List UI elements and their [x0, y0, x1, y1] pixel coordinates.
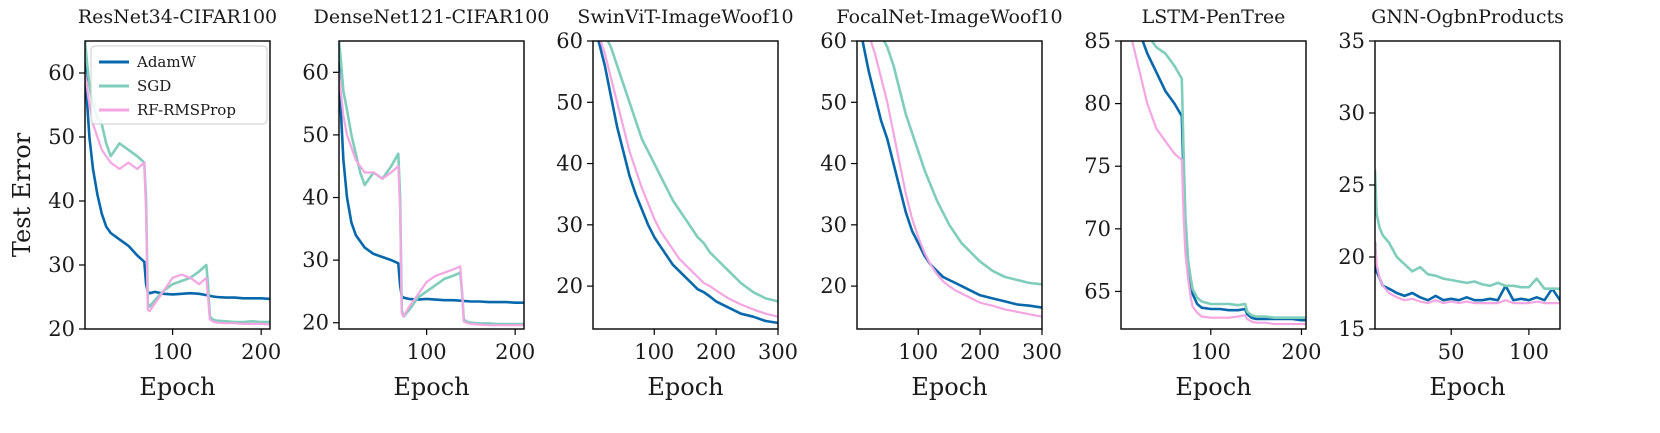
legend-label: SGD	[137, 77, 171, 95]
y-tick-label: 30	[1338, 101, 1365, 125]
y-tick-label: 15	[1338, 317, 1365, 341]
x-axis-label: Epoch	[1175, 373, 1251, 401]
series-line-adamw	[597, 41, 778, 325]
x-tick-label: 100	[153, 340, 193, 364]
panel-5: LSTM-PenTree 65 70 75 80 85 100 200 Epoch	[1084, 6, 1321, 401]
x-tick-label: 200	[960, 340, 1000, 364]
x-tick-label: 200	[241, 340, 281, 364]
panel-title: LSTM-PenTree	[1142, 6, 1286, 28]
legend-label: RF-RMSProp	[137, 101, 236, 119]
x-tick-label: 100	[634, 340, 674, 364]
plot-frame	[1120, 40, 1307, 330]
plot-frame	[84, 40, 271, 330]
panel-title: SwinViT-ImageWoof10	[577, 6, 793, 28]
y-tick-label: 60	[48, 61, 75, 85]
legend: AdamW SGD RF-RMSProp	[90, 45, 268, 125]
plot-frame	[856, 40, 1043, 330]
y-tick-label: 50	[48, 125, 75, 149]
y-tick-label: 60	[302, 60, 329, 84]
legend-box	[90, 45, 268, 125]
series-line-adamw	[339, 58, 524, 304]
x-axis-label: Epoch	[139, 373, 215, 401]
x-tick-label: 200	[495, 340, 535, 364]
panel-2: DenseNet121-CIFAR100 20 30 40 50 60 100 200 Epoc…	[302, 6, 549, 401]
plot-frame	[1374, 40, 1561, 330]
panel-title: FocalNet-ImageWoof10	[836, 6, 1062, 28]
panel-title: DenseNet121-CIFAR100	[314, 6, 550, 28]
x-tick-label: 100	[1191, 340, 1231, 364]
series-line-rf-rmsprop	[1131, 41, 1306, 326]
x-axis-label: Epoch	[911, 373, 987, 401]
panel-title: ResNet34-CIFAR100	[78, 6, 277, 28]
series-line-sgd	[606, 41, 778, 303]
y-tick-label: 20	[820, 274, 847, 298]
y-tick-label: 70	[1084, 217, 1111, 241]
panel-3: SwinViT-ImageWoof10 20 30 40 50 60 100 200 300 Ep…	[556, 6, 798, 401]
x-axis-label: Epoch	[393, 373, 469, 401]
x-axis-label: Epoch	[647, 373, 723, 401]
plot-frame	[592, 40, 779, 330]
y-tick-label: 50	[556, 90, 583, 114]
y-tick-label: 20	[302, 311, 329, 335]
y-tick-label: 35	[1338, 29, 1365, 53]
x-tick-label: 200	[696, 340, 736, 364]
panel-title: GNN-OgbnProducts	[1371, 6, 1564, 28]
x-tick-label: 300	[758, 340, 798, 364]
x-tick-label: 100	[898, 340, 938, 364]
x-tick-label: 200	[1281, 340, 1321, 364]
series-line-sgd	[882, 41, 1042, 286]
y-tick-label: 25	[1338, 173, 1365, 197]
y-tick-label: 60	[820, 29, 847, 53]
series-line-rf-rmsprop	[339, 71, 524, 327]
y-tick-label: 65	[1084, 279, 1111, 303]
series-line-sgd	[1375, 169, 1560, 290]
y-tick-label: 20	[556, 274, 583, 298]
y-tick-label: 20	[1338, 245, 1365, 269]
y-tick-label: 40	[820, 152, 847, 176]
y-tick-label: 30	[302, 248, 329, 272]
y-tick-label: 60	[556, 29, 583, 53]
series-line-sgd	[1150, 41, 1306, 319]
legend-label: AdamW	[136, 53, 197, 71]
panel-1: ResNet34-CIFAR100 20 30 40 50 60 100 200 Epoch	[48, 6, 281, 401]
y-axis-label: Test Error	[8, 132, 36, 257]
series-line-adamw	[85, 41, 270, 301]
y-tick-label: 75	[1084, 154, 1111, 178]
x-tick-label: 100	[407, 340, 447, 364]
y-tick-label: 85	[1084, 29, 1111, 53]
y-tick-label: 40	[302, 186, 329, 210]
x-tick-label: 300	[1022, 340, 1062, 364]
y-tick-label: 50	[302, 123, 329, 147]
y-tick-label: 50	[820, 90, 847, 114]
series-line-rf-rmsprop	[85, 71, 270, 326]
y-tick-label: 40	[48, 189, 75, 213]
x-tick-label: 100	[1509, 340, 1549, 364]
x-tick-label: 50	[1438, 340, 1465, 364]
y-tick-label: 80	[1084, 92, 1111, 116]
series-line-rf-rmsprop	[1375, 241, 1560, 305]
series-line-sgd	[339, 41, 524, 326]
x-axis-label: Epoch	[1429, 373, 1505, 401]
y-tick-label: 40	[556, 152, 583, 176]
series-line-adamw	[1141, 41, 1306, 322]
y-tick-label: 30	[48, 253, 75, 277]
y-tick-label: 30	[556, 213, 583, 237]
plot-frame	[338, 40, 525, 330]
series-line-adamw	[1375, 241, 1560, 302]
y-tick-label: 20	[48, 317, 75, 341]
y-tick-label: 30	[820, 213, 847, 237]
series-line-rf-rmsprop	[599, 41, 778, 318]
panel-4: FocalNet-ImageWoof10 20 30 40 50 60 100 200 300 E…	[820, 6, 1062, 401]
series-line-adamw	[861, 41, 1042, 309]
series-line-rf-rmsprop	[869, 41, 1042, 318]
